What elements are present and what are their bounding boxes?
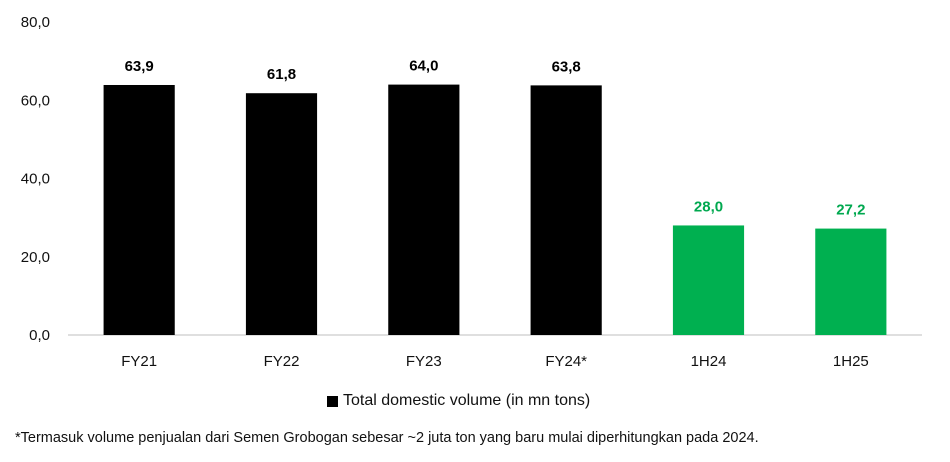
x-tick-label: FY23 (406, 353, 442, 370)
x-tick-label: 1H24 (691, 353, 727, 370)
x-tick-label: FY24* (545, 353, 587, 370)
y-tick-label: 0,0 (29, 327, 50, 344)
data-label: 63,9 (125, 58, 154, 75)
y-tick-label: 20,0 (21, 249, 50, 266)
legend-swatch (327, 395, 338, 407)
bar (530, 85, 602, 335)
x-tick-label: 1H25 (833, 353, 869, 370)
bar (103, 84, 175, 336)
x-tick-label: FY22 (264, 353, 300, 370)
data-label: 27,2 (836, 202, 865, 219)
data-label: 61,8 (267, 66, 296, 83)
legend: Total domestic volume (in mn tons) (327, 392, 590, 410)
bar-chart: 0,0 20,0 40,0 60,0 80,0 63,9 61,8 64,0 63,8 28,0… (21, 14, 922, 370)
data-label: 28,0 (694, 198, 723, 215)
x-tick-label: FY21 (121, 353, 157, 370)
data-label: 64,0 (409, 58, 438, 75)
bar (245, 93, 318, 336)
bar (388, 84, 460, 335)
y-tick-label: 60,0 (21, 92, 50, 109)
bar (672, 225, 745, 335)
bar (815, 228, 887, 335)
y-tick-label: 40,0 (21, 171, 50, 188)
footnote: *Termasuk volume penjualan dari Semen Gr… (15, 430, 759, 446)
y-tick-label: 80,0 (21, 14, 50, 31)
legend-label: Total domestic volume (in mn tons) (343, 392, 591, 409)
data-label: 63,8 (552, 58, 581, 75)
